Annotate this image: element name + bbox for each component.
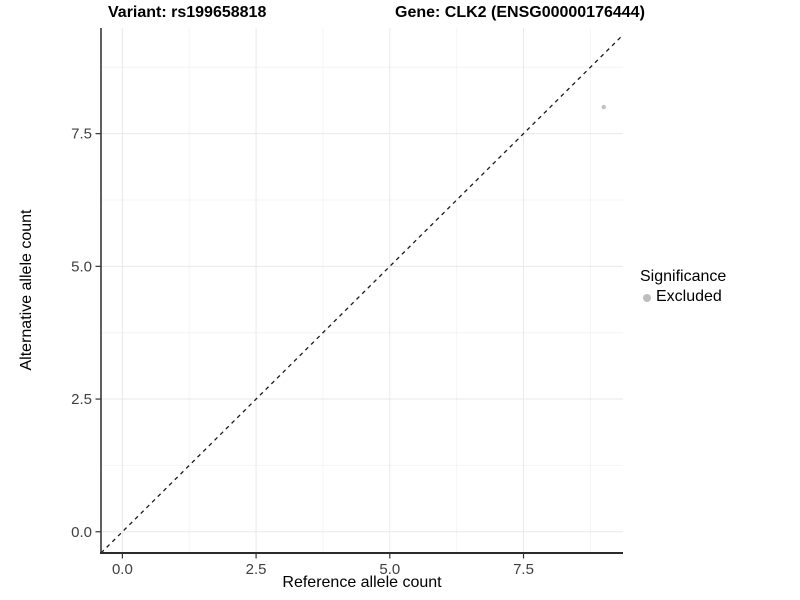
y-tick-label: 2.5 — [71, 391, 92, 408]
y-tick-label: 7.5 — [71, 126, 92, 143]
legend-key — [640, 290, 655, 305]
legend: Significance Excluded — [640, 267, 726, 306]
legend-entry-excluded: Excluded — [640, 288, 726, 306]
x-axis-title: Reference allele count — [282, 574, 442, 591]
point-icon — [643, 293, 651, 302]
y-tick-label: 5.0 — [71, 258, 92, 275]
y-tick-label: 0.0 — [71, 524, 92, 541]
x-tick-label: 5.0 — [379, 561, 400, 578]
x-tick-label: 7.5 — [513, 561, 534, 578]
legend-entry-label: Excluded — [656, 288, 722, 305]
x-tick-label: 0.0 — [112, 561, 133, 578]
panel-background — [101, 28, 623, 553]
data-point — [601, 104, 606, 110]
identity-dashed-line — [101, 34, 623, 553]
panel-contents — [101, 34, 623, 553]
y-axis-title: Alternative allele count — [18, 209, 35, 371]
plot-title-gene: Gene: CLK2 (ENSG00000176444) — [395, 4, 645, 21]
plot-title-variant: Variant: rs199658818 — [108, 4, 267, 21]
legend-title: Significance — [640, 268, 727, 285]
x-tick-label: 2.5 — [246, 561, 267, 578]
